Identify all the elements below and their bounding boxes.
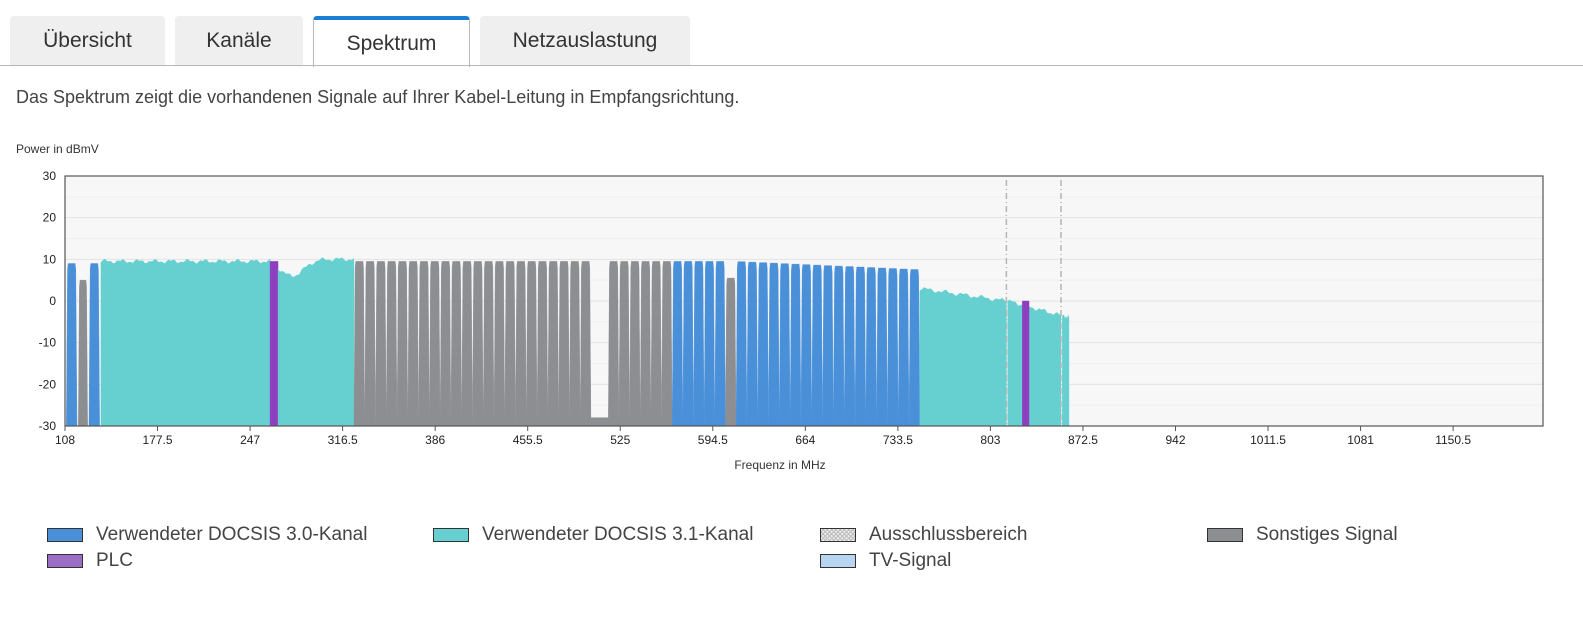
spectrum-segment-docsis30: [671, 261, 726, 426]
tab-label: Spektrum: [346, 31, 437, 55]
x-tick-label: 455.5: [513, 433, 543, 447]
legend-label: Ausschlussbereich: [869, 524, 1028, 545]
x-tick-label: 316.5: [328, 433, 358, 447]
y-tick-label: 0: [49, 294, 56, 308]
legend-label: Sonstiges Signal: [1256, 524, 1398, 545]
tab-divider: [0, 65, 1583, 66]
legend-item-other: Sonstiges Signal: [1207, 524, 1398, 546]
spectrum-segment-other: [608, 261, 673, 426]
x-tick-label: 1150.5: [1435, 433, 1471, 447]
legend-label: PLC: [96, 550, 133, 571]
spectrum-segment-docsis30: [66, 263, 78, 426]
y-tick-label: 10: [43, 252, 57, 266]
x-tick-label: 525: [610, 433, 630, 447]
spectrum-segment-docsis31: [919, 287, 1007, 426]
legend-item-docsis30: Verwendeter DOCSIS 3.0-Kanal: [47, 524, 367, 546]
legend-item-plc: PLC: [47, 550, 133, 572]
tab-netzauslastung[interactable]: Netzauslastung: [480, 16, 690, 66]
legend-swatch-tv: [820, 554, 856, 568]
exclusion-markers: [1005, 180, 1062, 426]
plot-border: [64, 175, 1544, 427]
chart-legend: Verwendeter DOCSIS 3.0-Kanal Verwendeter…: [0, 518, 1583, 578]
x-tick-label: 1081: [1347, 433, 1374, 447]
legend-item-docsis31: Verwendeter DOCSIS 3.1-Kanal: [433, 524, 753, 546]
x-tick-label: 803: [980, 433, 1000, 447]
spectrum-segment-plc: [1022, 300, 1030, 426]
tab-spektrum[interactable]: Spektrum: [313, 16, 470, 67]
x-tick-label: 664: [795, 433, 815, 447]
spectrum-description: Das Spektrum zeigt die vorhandenen Signa…: [16, 87, 740, 107]
x-axis-label: Frequenz in MHz: [734, 458, 825, 472]
x-tick-label: 108: [55, 433, 75, 447]
spectrum-segment-other: [590, 417, 609, 426]
tab-label: Kanäle: [206, 29, 272, 52]
x-tick-label: 1011.5: [1250, 433, 1286, 447]
x-axis-ticks: 108 177.5 247 316.5 386 455.5 525 594.5 664 733.5…: [55, 426, 1471, 447]
tab-label: Netzauslastung: [512, 29, 658, 52]
y-axis-label: Power in dBmV: [16, 142, 99, 156]
y-tick-label: -30: [39, 419, 57, 433]
y-tick-label: -20: [39, 377, 57, 391]
tab-bar: Übersicht Kanäle Spektrum Netzauslastung: [0, 0, 1583, 67]
y-axis-ticks: 30 20 10 0 -10 -20 -30: [39, 169, 57, 433]
y-tick-label: 20: [43, 211, 57, 225]
x-tick-label: 733.5: [883, 433, 913, 447]
y-tick-label: -10: [39, 336, 57, 350]
legend-swatch-docsis31: [433, 528, 469, 542]
x-tick-label: 386: [425, 433, 445, 447]
spectrum-segment-docsis31: [1007, 299, 1062, 426]
spectrum-segment-docsis30: [735, 261, 921, 426]
tab-uebersicht[interactable]: Übersicht: [10, 16, 165, 66]
legend-swatch-docsis30: [47, 528, 83, 542]
legend-item-tv: TV-Signal: [820, 550, 951, 572]
y-tick-label: 30: [43, 169, 57, 183]
tab-label: Übersicht: [43, 29, 132, 52]
x-tick-label: 942: [1165, 433, 1185, 447]
spectrum-segment-docsis31: [100, 258, 271, 426]
spectrum-series: [66, 257, 1070, 426]
spectrum-segment-other: [353, 261, 592, 426]
x-tick-label: 177.5: [143, 433, 173, 447]
x-tick-label: 872.5: [1068, 433, 1098, 447]
legend-label: Verwendeter DOCSIS 3.1-Kanal: [482, 524, 754, 545]
legend-swatch-plc: [47, 554, 83, 568]
spectrum-segment-plc: [269, 261, 279, 426]
tab-kanaele[interactable]: Kanäle: [175, 16, 303, 66]
spectrum-chart: Power in dBmV 30 20 10 0 -10 -20 -30 108 177.5 2…: [16, 142, 1544, 472]
legend-label: TV-Signal: [869, 550, 952, 571]
spectrum-segment-docsis31: [277, 257, 355, 426]
legend-item-exclusion: Ausschlussbereich: [820, 524, 1027, 546]
legend-swatch-other: [1207, 528, 1243, 542]
spectrum-segment-other: [725, 277, 737, 426]
x-tick-label: 247: [240, 433, 260, 447]
spectrum-segment-docsis31: [1062, 314, 1070, 426]
spectrum-segment-docsis30: [88, 263, 100, 426]
x-tick-label: 594.5: [698, 433, 728, 447]
legend-swatch-exclusion: [820, 528, 856, 542]
spectrum-segment-other: [78, 279, 88, 426]
legend-label: Verwendeter DOCSIS 3.0-Kanal: [96, 524, 368, 545]
